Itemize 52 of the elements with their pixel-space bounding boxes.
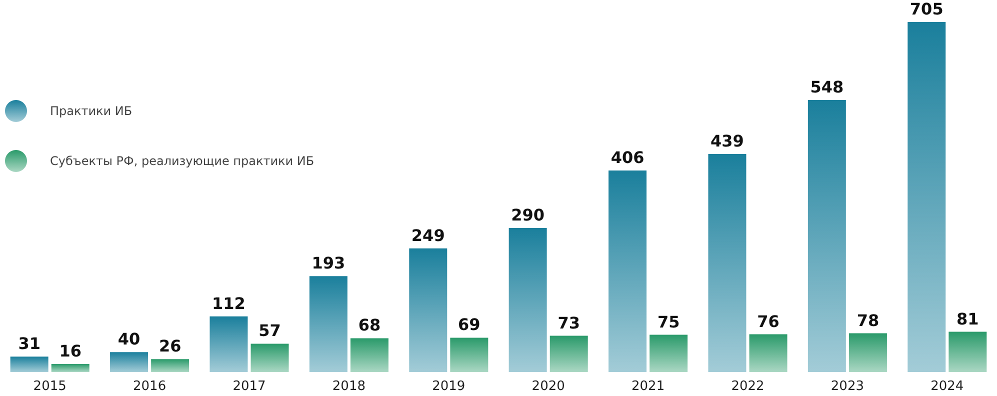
bar (908, 22, 946, 372)
data-label: 548 (810, 77, 844, 96)
legend-label: Субъекты РФ, реализующие практики ИБ (50, 154, 314, 168)
data-label: 112 (212, 294, 246, 313)
bar (51, 364, 90, 372)
x-tick-label: 2017 (232, 379, 266, 394)
bar (608, 170, 647, 372)
x-tick-label: 2020 (532, 379, 565, 394)
data-label: 439 (710, 132, 744, 151)
x-tick-label: 2021 (632, 379, 665, 394)
data-label: 40 (118, 330, 140, 349)
bar (110, 352, 148, 372)
data-label: 68 (358, 316, 381, 335)
data-label: 57 (258, 321, 281, 340)
bar (151, 359, 190, 372)
data-label: 193 (312, 254, 346, 273)
bar (808, 100, 846, 372)
bar (508, 228, 547, 372)
x-tick-label: 2016 (133, 379, 166, 394)
bar (848, 333, 887, 372)
data-label: 290 (511, 206, 545, 225)
bar (210, 316, 248, 372)
bar (550, 336, 588, 372)
bar (409, 248, 448, 372)
bar (708, 154, 746, 372)
bar (350, 338, 388, 372)
bar (948, 332, 987, 372)
bar (650, 334, 688, 372)
data-label: 705 (910, 0, 944, 18)
bar (749, 334, 788, 372)
x-tick-label: 2019 (432, 379, 466, 394)
data-label: 16 (59, 342, 82, 361)
bar (250, 344, 289, 372)
data-label: 81 (956, 309, 979, 328)
bar (309, 276, 348, 372)
legend-label: Практики ИБ (50, 104, 132, 118)
x-tick-label: 2015 (33, 379, 66, 394)
data-label: 69 (458, 315, 480, 334)
x-tick-label: 2023 (830, 379, 864, 394)
bar (10, 356, 48, 372)
bar (450, 338, 488, 372)
data-label: 73 (558, 313, 580, 332)
data-label: 78 (856, 310, 880, 330)
data-label: 31 (18, 334, 40, 354)
x-tick-label: 2024 (930, 379, 964, 394)
data-label: 75 (657, 312, 680, 332)
data-label: 249 (411, 226, 445, 245)
data-label: 26 (158, 336, 182, 356)
x-tick-label: 2018 (332, 379, 366, 394)
data-label: 406 (610, 148, 644, 167)
data-label: 76 (757, 312, 780, 331)
x-tick-label: 2022 (731, 379, 764, 394)
